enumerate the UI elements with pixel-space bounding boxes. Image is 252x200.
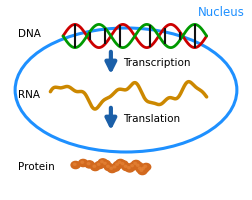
Circle shape	[73, 163, 76, 165]
Circle shape	[140, 169, 143, 171]
Circle shape	[104, 163, 113, 171]
Circle shape	[131, 165, 134, 167]
Circle shape	[87, 163, 90, 165]
Circle shape	[136, 164, 139, 166]
Circle shape	[81, 161, 84, 163]
Circle shape	[108, 165, 117, 173]
Circle shape	[124, 165, 127, 167]
Circle shape	[142, 167, 145, 169]
Circle shape	[113, 166, 116, 168]
Circle shape	[140, 165, 149, 173]
Circle shape	[111, 164, 120, 171]
Circle shape	[79, 159, 88, 167]
Text: RNA: RNA	[18, 90, 40, 100]
Circle shape	[98, 159, 107, 166]
Circle shape	[95, 161, 104, 169]
Text: Nucleus: Nucleus	[198, 6, 244, 19]
Text: DNA: DNA	[18, 29, 41, 39]
Text: Protein: Protein	[18, 162, 54, 172]
Circle shape	[101, 161, 103, 163]
Circle shape	[110, 167, 113, 169]
Circle shape	[121, 163, 124, 165]
Circle shape	[129, 163, 138, 170]
Circle shape	[125, 165, 134, 172]
Text: Translation: Translation	[123, 114, 181, 124]
Circle shape	[97, 163, 100, 165]
Circle shape	[116, 159, 125, 167]
Circle shape	[136, 165, 145, 173]
Circle shape	[134, 162, 137, 164]
Circle shape	[118, 161, 121, 163]
Circle shape	[119, 161, 128, 168]
Circle shape	[113, 161, 122, 169]
Circle shape	[128, 167, 130, 169]
Text: Transcription: Transcription	[123, 58, 191, 68]
Circle shape	[85, 161, 94, 168]
Circle shape	[132, 160, 141, 168]
Circle shape	[107, 165, 109, 167]
Circle shape	[122, 163, 131, 171]
Circle shape	[116, 163, 118, 165]
Circle shape	[93, 165, 96, 167]
Circle shape	[138, 167, 147, 175]
Circle shape	[142, 163, 151, 171]
Circle shape	[71, 161, 80, 169]
Circle shape	[91, 163, 100, 171]
Circle shape	[144, 165, 147, 167]
Circle shape	[104, 162, 106, 164]
Circle shape	[134, 162, 143, 170]
Circle shape	[138, 167, 141, 169]
Circle shape	[101, 160, 110, 168]
